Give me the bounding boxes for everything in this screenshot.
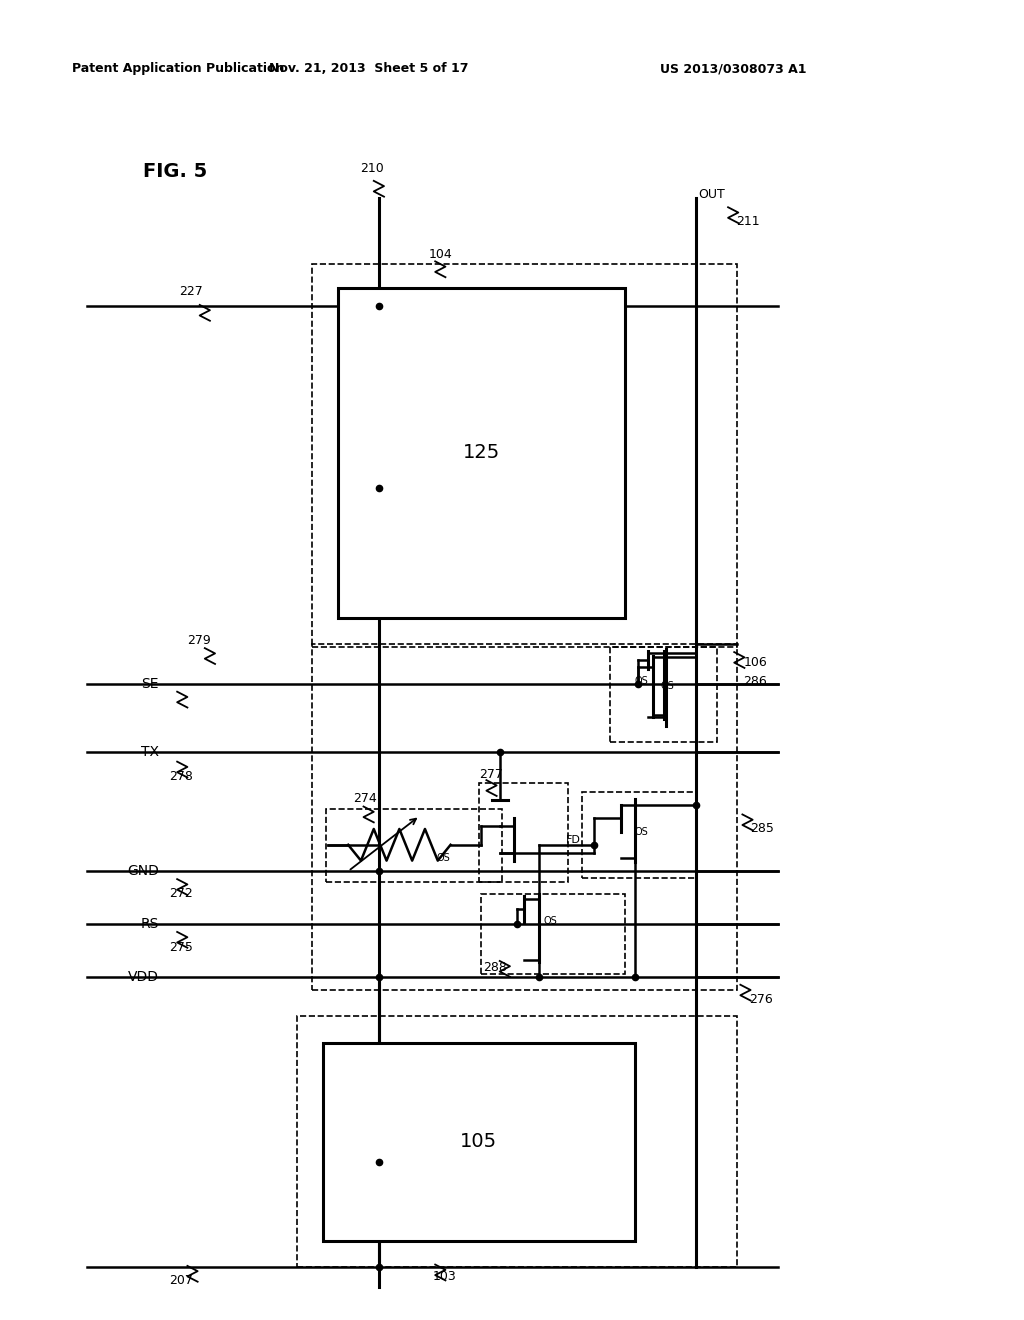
Text: OS: OS <box>544 916 557 927</box>
Text: 207: 207 <box>169 1274 193 1287</box>
Text: FD: FD <box>566 834 582 845</box>
Bar <box>481 894 625 974</box>
Text: OUT: OUT <box>698 187 725 201</box>
Text: FIG. 5: FIG. 5 <box>143 162 208 181</box>
Bar <box>338 288 625 618</box>
Bar <box>582 792 696 878</box>
Text: US 2013/0308073 A1: US 2013/0308073 A1 <box>660 62 807 75</box>
Bar <box>312 644 737 990</box>
Bar <box>479 783 568 882</box>
Text: 272: 272 <box>169 887 193 900</box>
Text: 210: 210 <box>360 162 384 176</box>
Text: 277: 277 <box>479 768 503 781</box>
Text: 106: 106 <box>743 656 767 669</box>
Bar <box>323 1043 635 1241</box>
Text: OS: OS <box>660 681 674 692</box>
Bar <box>312 264 737 647</box>
Text: 279: 279 <box>187 634 211 647</box>
Text: GND: GND <box>127 865 159 878</box>
Text: 285: 285 <box>751 822 774 836</box>
Text: 227: 227 <box>179 285 203 298</box>
Text: 103: 103 <box>432 1270 457 1283</box>
Bar <box>610 647 717 742</box>
Text: 105: 105 <box>460 1133 497 1151</box>
Text: Nov. 21, 2013  Sheet 5 of 17: Nov. 21, 2013 Sheet 5 of 17 <box>269 62 468 75</box>
Text: 104: 104 <box>428 248 453 261</box>
Text: 276: 276 <box>750 993 773 1006</box>
Text: OS: OS <box>635 826 648 837</box>
Bar <box>326 809 502 882</box>
Text: 275: 275 <box>169 941 193 954</box>
Text: 278: 278 <box>169 770 193 783</box>
Bar <box>297 1016 737 1267</box>
Text: OS: OS <box>436 853 450 863</box>
Text: RS: RS <box>140 917 159 931</box>
Text: VDD: VDD <box>128 970 159 983</box>
Text: 286: 286 <box>743 675 767 688</box>
Text: Patent Application Publication: Patent Application Publication <box>72 62 284 75</box>
Text: 211: 211 <box>736 215 760 228</box>
Text: 288: 288 <box>483 961 507 974</box>
Text: 125: 125 <box>463 444 500 462</box>
Text: TX: TX <box>140 746 159 759</box>
Text: 274: 274 <box>353 792 377 805</box>
Text: OS: OS <box>635 676 648 686</box>
Text: SE: SE <box>141 677 159 690</box>
